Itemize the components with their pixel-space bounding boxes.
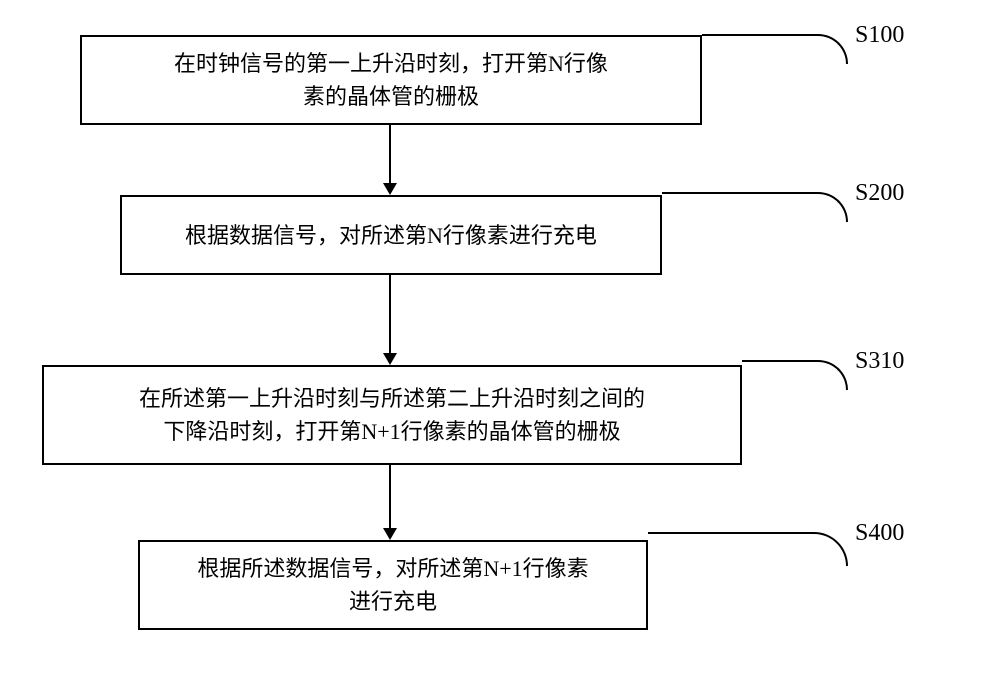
arrow-s100-s200 <box>380 125 400 195</box>
step-s400-text: 根据所述数据信号，对所述第N+1行像素进行充电 <box>197 552 588 618</box>
step-s200: 根据数据信号，对所述第N行像素进行充电 <box>120 195 662 275</box>
arrow-s200-s310 <box>380 275 400 365</box>
label-s200: S200 <box>855 180 904 207</box>
label-s400: S400 <box>855 520 904 547</box>
step-s310-text: 在所述第一上升沿时刻与所述第二上升沿时刻之间的下降沿时刻，打开第N+1行像素的晶… <box>139 382 645 448</box>
arrow-s310-s400 <box>380 465 400 540</box>
step-s310: 在所述第一上升沿时刻与所述第二上升沿时刻之间的下降沿时刻，打开第N+1行像素的晶… <box>42 365 742 465</box>
label-s310: S310 <box>855 348 904 375</box>
leader-s100 <box>702 34 848 64</box>
step-s400: 根据所述数据信号，对所述第N+1行像素进行充电 <box>138 540 648 630</box>
leader-s310 <box>742 360 848 390</box>
step-s100-text: 在时钟信号的第一上升沿时刻，打开第N行像素的晶体管的栅极 <box>174 47 608 113</box>
flowchart-canvas: 在时钟信号的第一上升沿时刻，打开第N行像素的晶体管的栅极 根据数据信号，对所述第… <box>0 0 1000 675</box>
step-s100: 在时钟信号的第一上升沿时刻，打开第N行像素的晶体管的栅极 <box>80 35 702 125</box>
leader-s400 <box>648 532 848 566</box>
leader-s200 <box>662 192 848 222</box>
label-s100: S100 <box>855 22 904 49</box>
step-s200-text: 根据数据信号，对所述第N行像素进行充电 <box>185 219 597 252</box>
